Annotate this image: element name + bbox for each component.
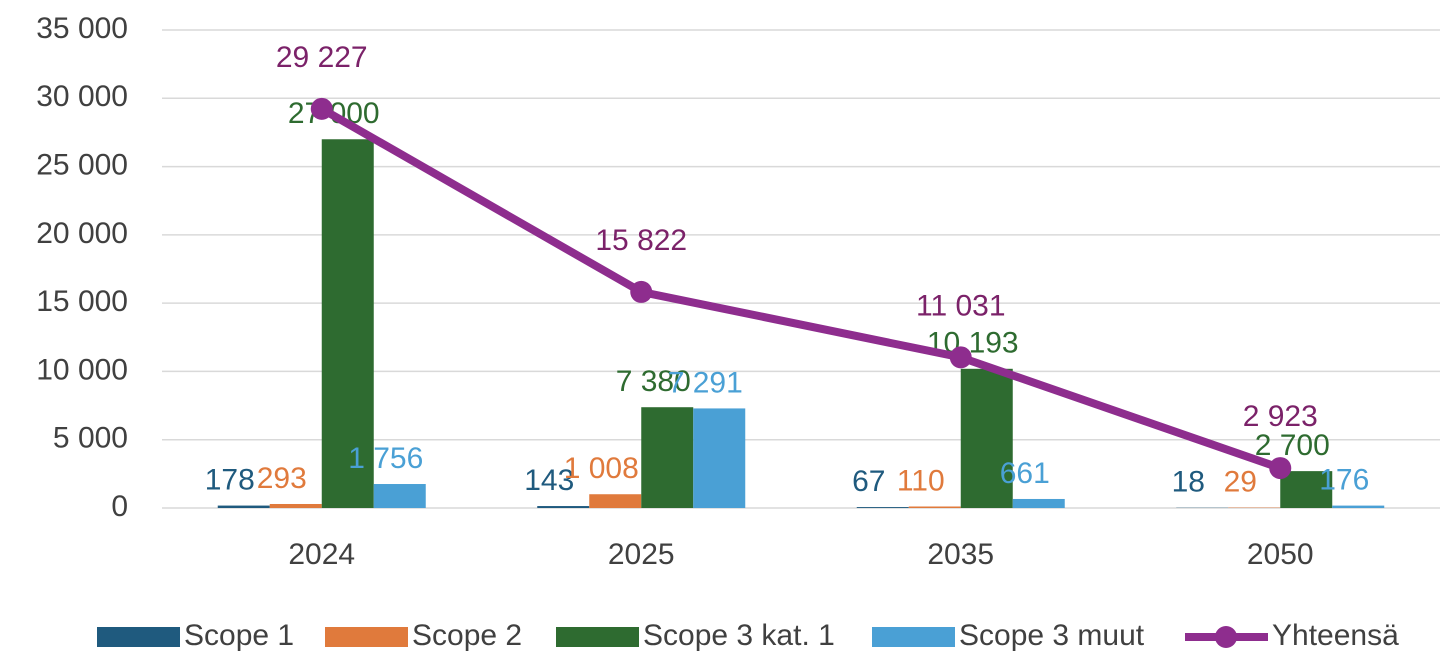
x-tick-label: 2035 [927, 538, 994, 571]
legend-label: Scope 3 muut [959, 619, 1145, 652]
legend-label: Scope 2 [412, 619, 522, 652]
line-marker [949, 346, 972, 369]
data-label: 15 822 [595, 224, 687, 257]
x-tick-label: 2024 [288, 538, 355, 571]
bar [856, 507, 909, 508]
bar [537, 506, 590, 508]
y-tick-label: 30 000 [36, 80, 128, 113]
legend-swatch [872, 627, 955, 647]
bar [217, 505, 270, 508]
bar [373, 484, 426, 508]
bar [693, 408, 746, 508]
y-tick-label: 20 000 [36, 217, 128, 250]
legend-marker [1215, 626, 1237, 648]
y-tick-label: 5 000 [53, 422, 128, 455]
data-label: 176 [1319, 464, 1369, 497]
data-label: 143 [524, 464, 574, 497]
legend-swatch [97, 627, 180, 647]
y-tick-label: 10 000 [36, 353, 128, 386]
bar [1332, 505, 1385, 508]
data-label: 11 031 [916, 289, 1006, 322]
y-tick-label: 35 000 [36, 12, 128, 45]
bar [269, 503, 322, 508]
data-label: 1 008 [564, 452, 639, 485]
y-tick-label: 0 [111, 490, 128, 523]
bar [1280, 471, 1333, 508]
line-marker [630, 280, 653, 303]
data-label: 178 [205, 463, 255, 496]
data-label: 661 [1000, 457, 1050, 490]
y-tick-label: 25 000 [36, 148, 128, 181]
bar [1012, 498, 1065, 508]
legend-swatch [325, 627, 408, 647]
bar [321, 139, 374, 508]
bar [589, 494, 642, 508]
data-label: 7 291 [668, 366, 743, 399]
bar [908, 506, 961, 508]
legend-label: Scope 1 [184, 619, 294, 652]
line-marker [1269, 457, 1292, 480]
data-label: 29 [1224, 466, 1257, 499]
legend-label: Yhteensä [1272, 619, 1399, 652]
line-marker [310, 97, 333, 120]
data-label: 110 [897, 464, 945, 497]
line [319, 105, 1282, 472]
data-label: 67 [852, 465, 885, 498]
legend-label: Scope 3 kat. 1 [643, 619, 835, 652]
x-tick-label: 2050 [1247, 538, 1314, 571]
data-label: 293 [257, 462, 307, 495]
data-label: 18 [1172, 466, 1205, 499]
legend-swatch [556, 627, 639, 647]
bar [960, 368, 1013, 508]
data-label: 7 380 [616, 365, 691, 398]
x-tick-label: 2025 [608, 538, 675, 571]
data-label: 29 227 [276, 41, 368, 74]
y-tick-label: 15 000 [36, 285, 128, 318]
data-label: 2 923 [1243, 400, 1318, 433]
data-label: 2 700 [1255, 429, 1330, 462]
data-label: 1 756 [348, 442, 423, 475]
bar [641, 407, 694, 508]
